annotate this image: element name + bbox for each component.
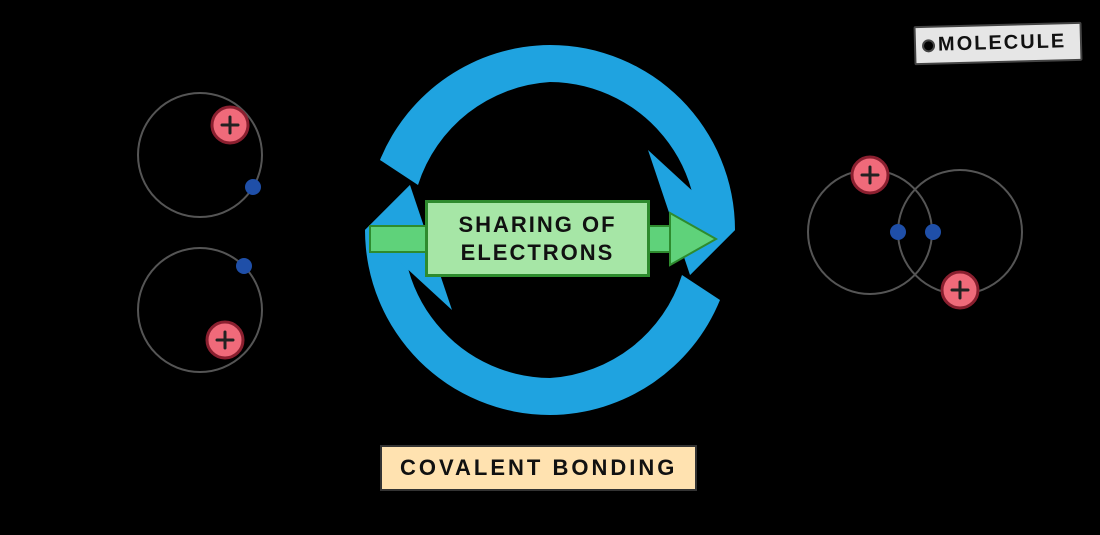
left-atom-1-electron (245, 179, 261, 195)
right-nucleus-2 (942, 272, 978, 308)
left-atom-2-nucleus (207, 322, 243, 358)
bottom-label-text: COVALENT BONDING (400, 455, 677, 480)
shared-electron-1 (890, 224, 906, 240)
diagram-root: MOLECULE SHARING OF ELECTRONS COVALENT B… (0, 0, 1100, 535)
molecule-tag: MOLECULE (913, 22, 1082, 65)
center-label-line1: SHARING OF (442, 211, 633, 239)
left-atom-2-electron (236, 258, 252, 274)
shared-electron-2 (925, 224, 941, 240)
center-label-line2: ELECTRONS (442, 239, 633, 267)
left-atoms-group (138, 93, 262, 372)
right-nucleus-1 (852, 157, 888, 193)
bottom-label-box: COVALENT BONDING (380, 445, 697, 491)
molecule-tag-text: MOLECULE (938, 30, 1067, 55)
center-label-box: SHARING OF ELECTRONS (425, 200, 650, 277)
left-atom-1-nucleus (212, 107, 248, 143)
right-molecule (808, 157, 1022, 308)
